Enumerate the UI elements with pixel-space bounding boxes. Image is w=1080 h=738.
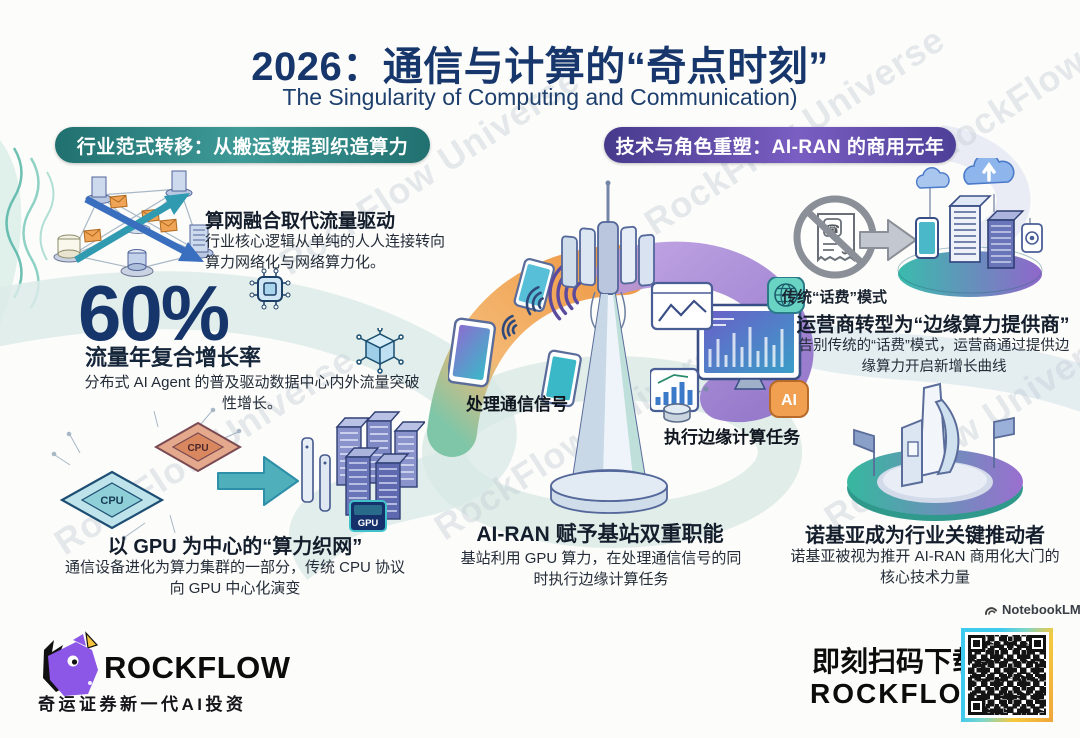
growth-label: 流量年复合增长率 [85, 345, 262, 370]
smartphone-icon [915, 217, 939, 259]
fusion-title: 算网融合取代流量驱动 [205, 211, 396, 232]
tower-body [550, 293, 668, 514]
notebooklm-icon [985, 606, 997, 615]
qr-code [961, 628, 1053, 722]
cpu-chip-orange-label: CPU [187, 443, 208, 454]
cta-line1: 即刻扫码下载 [812, 646, 981, 677]
arrow-right-icon [217, 456, 299, 506]
antenna-array [561, 221, 655, 339]
gpu-chip-label: GPU [358, 518, 379, 529]
cpu-chip-blue-label: CPU [100, 495, 123, 507]
database-icon [663, 403, 691, 423]
cloud-icon [915, 158, 1015, 189]
monitor-icon [696, 303, 802, 390]
ai-badge-icon: AI [769, 380, 809, 418]
fusion-body: 行业核心逻辑从单纯的人人连接转向算力网络化与网络算力化。 [205, 233, 446, 272]
wifi-signal-icon [501, 284, 565, 347]
chip-icon [249, 268, 291, 310]
globe-badge-icon [767, 277, 805, 314]
qr-code-inner [965, 632, 1049, 718]
smartphone-icon [448, 258, 582, 408]
brand-tagline: 奇运证券新一代AI投资 [38, 695, 247, 714]
operator-body: 告别传统的“话费”模式，运营商通过提供边缘算力开启新增长曲线 [798, 338, 1070, 375]
section-badge-left-label: 行业范式转移：从搬运数据到织造算力 [76, 136, 409, 158]
airan-title: AI-RAN 赋予基站双重职能 [476, 523, 724, 546]
app-node-icon [1021, 223, 1043, 253]
airan-label-left: 处理通信信号 [466, 395, 568, 414]
growth-stat: 60% [78, 269, 230, 357]
airan-label-right: 执行边缘计算任务 [664, 428, 800, 447]
flag-icon [853, 416, 1015, 476]
no-phone-bill-icon: ☎ $ [793, 195, 877, 279]
brand-name: ROCKFLOW [104, 650, 291, 685]
line-chart-panel-icon [650, 281, 714, 331]
monument [901, 382, 960, 488]
qr-finder-icon [968, 635, 985, 652]
nokia-monument-illustration [847, 382, 1023, 521]
cpu-to-gpu-illustration: CPU CPU GPU [51, 407, 425, 540]
gpu-body: 通信设备进化为算力集群的一部分，传统 CPU 协议向 GPU 中心化演变 [64, 559, 405, 598]
nokia-title: 诺基亚成为行业关键推动者 [805, 525, 1045, 547]
arrow-right-gray-icon [859, 219, 917, 261]
growth-body: 分布式 AI Agent 的普及驱动数据中心内外流量突破性增长。 [84, 374, 420, 413]
server-towers [948, 195, 1025, 269]
ai-badge-label: AI [781, 392, 797, 409]
arrow-icon [74, 193, 204, 264]
cloud-edge-platform-illustration [897, 158, 1043, 297]
gpu-title: 以 GPU 为中心的“算力织网” [107, 536, 363, 558]
network-mesh-illustration [53, 170, 214, 277]
page-title: 2026：通信与计算的“奇点时刻” [251, 45, 829, 89]
section-badge-right-label: 技术与角色重塑：AI-RAN 的商用元年 [615, 136, 945, 158]
operator-title: 运营商转型为“边缘算力提供商” [796, 314, 1070, 336]
gpu-chip: GPU [349, 500, 387, 532]
cpu-chip-blue: CPU [59, 470, 165, 530]
operator-label: 传统“话费”模式 [782, 289, 888, 306]
slim-server-bars [301, 437, 331, 512]
edge-compute-monitor-illustration: AI [650, 277, 809, 423]
attribution-text: NotebookLM [1002, 602, 1080, 617]
base-station-tower-illustration [548, 180, 668, 514]
attribution: NotebookLM [984, 602, 1080, 617]
phones-illustration [448, 258, 582, 408]
qr-finder-icon [968, 698, 985, 715]
section-badge-right: 技术与角色重塑：AI-RAN 的商用元年 [604, 127, 956, 163]
page-subtitle: The Singularity of Computing and Communi… [282, 84, 798, 110]
cta-line2: ROCKFLOW [810, 678, 991, 709]
rockflow-unicorn-logo [43, 631, 99, 696]
cube-icon [356, 328, 404, 374]
airan-body: 基站利用 GPU 算力，在处理通信信号的同时执行边缘计算任务 [460, 550, 742, 589]
qr-finder-icon [1029, 635, 1046, 652]
nokia-body: 诺基亚被视为推开 AI-RAN 商用化大门的核心技术力量 [790, 548, 1060, 587]
cpu-chip-orange: CPU [153, 421, 243, 473]
section-badge-left: 行业范式转移：从搬运数据到织造算力 [55, 127, 430, 163]
